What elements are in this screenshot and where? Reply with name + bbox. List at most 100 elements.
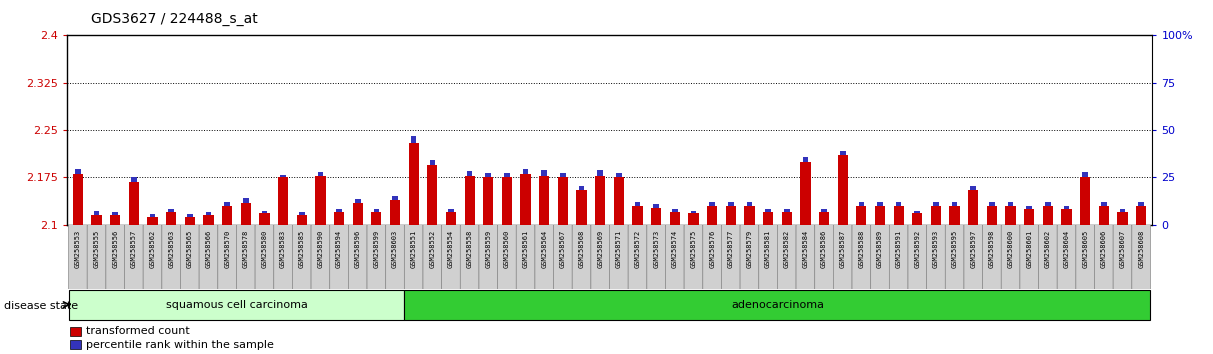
- Bar: [856, 206, 866, 225]
- Text: GSM258556: GSM258556: [113, 230, 118, 268]
- Text: GSM258586: GSM258586: [821, 230, 827, 268]
- Bar: [877, 202, 883, 206]
- Bar: [110, 215, 120, 225]
- Text: GSM258576: GSM258576: [710, 230, 716, 268]
- Text: GSM258600: GSM258600: [1008, 230, 1014, 268]
- Text: GSM258588: GSM258588: [859, 230, 865, 268]
- Bar: [280, 175, 286, 177]
- Bar: [745, 206, 754, 225]
- Text: GSM258585: GSM258585: [298, 230, 304, 268]
- Bar: [654, 204, 659, 208]
- Text: GSM258570: GSM258570: [224, 230, 230, 268]
- Text: GSM258578: GSM258578: [243, 230, 249, 268]
- FancyBboxPatch shape: [927, 223, 945, 292]
- Text: GSM258555: GSM258555: [93, 230, 99, 268]
- Bar: [1117, 212, 1128, 225]
- FancyBboxPatch shape: [573, 223, 591, 292]
- Bar: [597, 170, 603, 176]
- Text: GSM258587: GSM258587: [839, 230, 845, 268]
- FancyBboxPatch shape: [386, 223, 404, 292]
- Text: GSM258552: GSM258552: [429, 230, 435, 268]
- Text: GSM258590: GSM258590: [318, 230, 324, 268]
- FancyBboxPatch shape: [330, 223, 348, 292]
- Bar: [819, 212, 830, 225]
- FancyBboxPatch shape: [647, 223, 666, 292]
- Bar: [353, 203, 363, 225]
- Bar: [763, 212, 773, 225]
- Bar: [1024, 209, 1035, 225]
- Bar: [505, 173, 509, 177]
- Bar: [579, 186, 585, 190]
- Bar: [427, 165, 438, 225]
- Bar: [278, 177, 289, 225]
- FancyBboxPatch shape: [497, 223, 517, 292]
- Bar: [933, 202, 939, 206]
- Bar: [987, 206, 997, 225]
- Bar: [765, 209, 771, 212]
- Text: disease state: disease state: [4, 301, 78, 311]
- Text: GSM258589: GSM258589: [877, 230, 883, 268]
- Text: GSM258571: GSM258571: [616, 230, 622, 268]
- Bar: [558, 177, 568, 225]
- FancyBboxPatch shape: [237, 223, 255, 292]
- Text: GSM258605: GSM258605: [1082, 230, 1088, 268]
- Bar: [392, 196, 398, 200]
- Bar: [355, 199, 360, 203]
- Bar: [371, 212, 382, 225]
- Text: GSM258579: GSM258579: [746, 230, 752, 268]
- Text: GSM258567: GSM258567: [560, 230, 566, 268]
- Bar: [334, 212, 344, 225]
- FancyBboxPatch shape: [1114, 223, 1132, 292]
- FancyBboxPatch shape: [125, 223, 143, 292]
- FancyBboxPatch shape: [778, 223, 796, 292]
- Text: adenocarcinoma: adenocarcinoma: [731, 299, 824, 310]
- Bar: [821, 209, 827, 212]
- Bar: [93, 211, 99, 215]
- Bar: [315, 176, 325, 225]
- Bar: [1046, 202, 1050, 206]
- Bar: [222, 206, 232, 225]
- Bar: [837, 155, 848, 225]
- Bar: [336, 209, 342, 212]
- Bar: [747, 202, 752, 206]
- FancyBboxPatch shape: [517, 223, 535, 292]
- Bar: [968, 190, 979, 225]
- Bar: [875, 206, 885, 225]
- FancyBboxPatch shape: [909, 223, 927, 292]
- Text: GSM258595: GSM258595: [952, 230, 957, 268]
- Bar: [803, 156, 808, 162]
- Bar: [1064, 206, 1070, 209]
- FancyBboxPatch shape: [833, 223, 852, 292]
- FancyBboxPatch shape: [815, 223, 833, 292]
- Text: GSM258559: GSM258559: [485, 230, 491, 268]
- FancyBboxPatch shape: [143, 223, 161, 292]
- Bar: [75, 169, 81, 174]
- Bar: [1080, 177, 1090, 225]
- Bar: [930, 206, 941, 225]
- Text: GSM258606: GSM258606: [1101, 230, 1106, 268]
- Text: GSM258583: GSM258583: [280, 230, 286, 268]
- Bar: [1043, 206, 1053, 225]
- Bar: [91, 215, 102, 225]
- Text: GSM258608: GSM258608: [1138, 230, 1144, 268]
- Text: GSM258561: GSM258561: [523, 230, 529, 268]
- Bar: [1120, 209, 1126, 212]
- Bar: [614, 177, 623, 225]
- Bar: [520, 174, 531, 225]
- Text: GSM258563: GSM258563: [169, 230, 175, 268]
- FancyBboxPatch shape: [218, 223, 237, 292]
- Bar: [1026, 206, 1032, 209]
- Text: GSM258551: GSM258551: [411, 230, 417, 268]
- Bar: [69, 290, 404, 320]
- Bar: [801, 162, 810, 225]
- FancyBboxPatch shape: [161, 223, 181, 292]
- Bar: [411, 136, 416, 143]
- Bar: [409, 143, 418, 225]
- Text: GSM258581: GSM258581: [765, 230, 771, 268]
- Bar: [523, 169, 529, 174]
- Bar: [184, 217, 195, 225]
- Bar: [73, 174, 82, 225]
- Text: GSM258573: GSM258573: [653, 230, 659, 268]
- Bar: [429, 160, 435, 165]
- Text: GSM258574: GSM258574: [672, 230, 678, 268]
